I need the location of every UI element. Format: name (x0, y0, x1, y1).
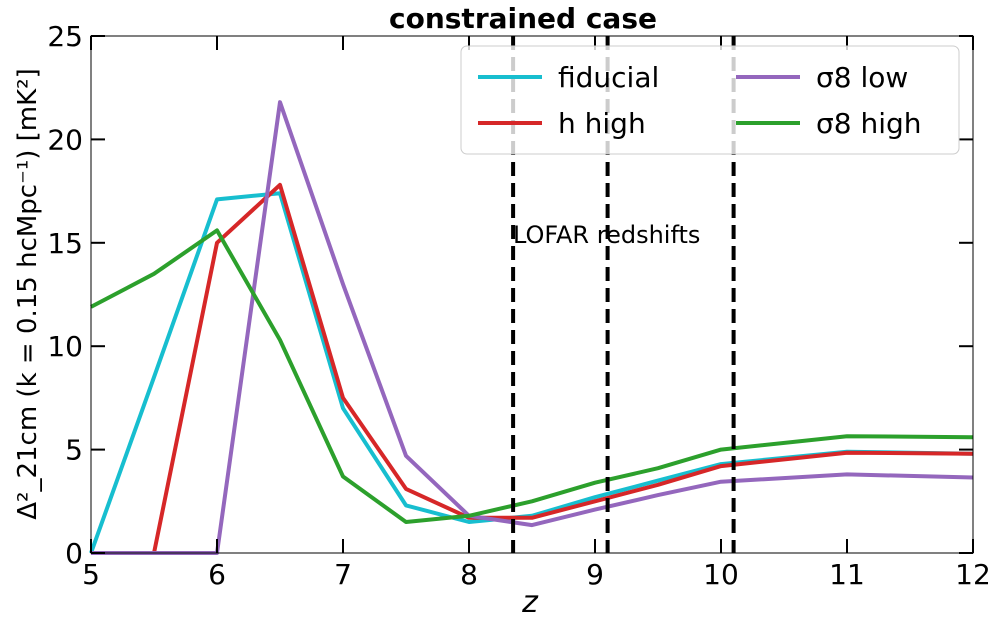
y-ticks: 0 5 10 15 20 25 (47, 20, 973, 570)
legend-label-3: σ8 high (816, 107, 922, 140)
x-tick-label: 12 (955, 558, 991, 591)
y-tick-label: 5 (65, 434, 83, 467)
legend-label-1: h high (558, 107, 646, 140)
chart-title: constrained case (389, 2, 657, 35)
y-axis-label: Δ²_21cm (k = 0.15 hcMpc⁻¹) [mK²] (13, 68, 43, 520)
x-tick-label: 11 (829, 558, 865, 591)
x-tick-label: 5 (82, 558, 100, 591)
plot-frame (90, 35, 974, 554)
x-axis-label: z (521, 585, 539, 620)
legend-label-2: σ8 low (816, 61, 908, 94)
x-tick-label: 9 (586, 558, 604, 591)
legend: fiducial h high σ8 low σ8 high (460, 45, 960, 155)
x-tick-label: 8 (460, 558, 478, 591)
y-tick-label: 15 (47, 227, 83, 260)
y-tick-label: 0 (65, 537, 83, 570)
y-tick-label: 25 (47, 20, 83, 53)
y-tick-label: 20 (47, 123, 83, 156)
legend-label-0: fiducial (558, 61, 659, 94)
y-tick-label: 10 (47, 330, 83, 363)
x-tick-label: 10 (703, 558, 739, 591)
x-tick-label: 7 (334, 558, 352, 591)
x-tick-label: 6 (208, 558, 226, 591)
x-ticks: 5 6 7 8 9 10 11 12 (82, 36, 991, 591)
legend-box (460, 45, 960, 155)
lofar-annotation: LOFAR redshifts (513, 221, 700, 249)
series-line-3 (90, 228, 974, 524)
